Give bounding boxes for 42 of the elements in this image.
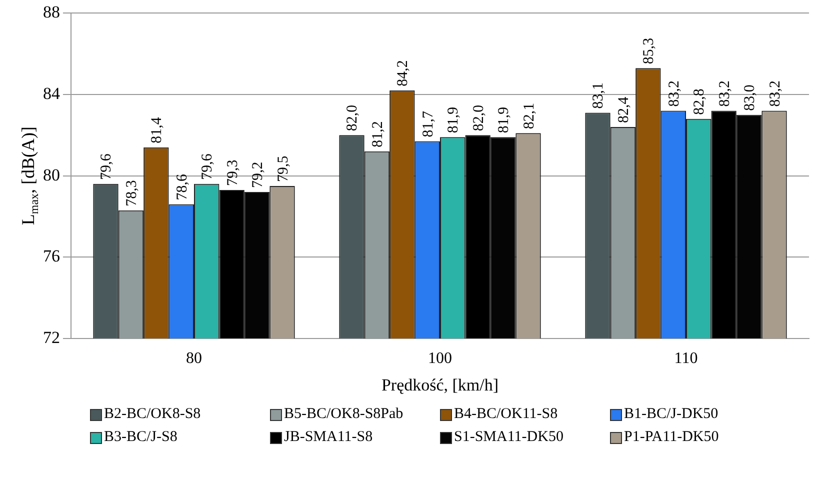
data-label: 81,4 — [149, 116, 166, 144]
y-tick-label: 84 — [43, 84, 60, 103]
data-label: 82,1 — [521, 102, 538, 130]
data-label: 79,6 — [200, 153, 216, 180]
data-label: 83,2 — [767, 80, 784, 107]
x-axis-title: Prędkość, [km/h] — [381, 375, 499, 394]
x-tick-label: 80 — [186, 350, 202, 368]
data-label: 81,9 — [446, 106, 462, 134]
legend-label: B1-BC/J-DK50 — [624, 406, 718, 423]
legend-label: P1-PA11-DK50 — [624, 429, 719, 446]
y-tick-label: 80 — [43, 165, 60, 184]
data-label: 81,9 — [496, 106, 512, 134]
data-label: 78,3 — [124, 180, 140, 206]
legend-label: S1-SMA11-DK50 — [454, 429, 564, 446]
data-label: 82,8 — [692, 88, 708, 115]
data-label: 82,0 — [470, 104, 487, 132]
data-label: 83,1 — [590, 82, 607, 109]
data-label: 83,0 — [742, 84, 758, 111]
data-label: 82,0 — [344, 104, 361, 132]
legend-label: B3-BC/J-S8 — [104, 429, 178, 446]
data-label: 81,7 — [420, 110, 436, 138]
legend-label: B5-BC/OK8-S8Pab — [284, 406, 404, 423]
data-label: 85,3 — [641, 38, 658, 64]
y-tick-label: 72 — [43, 328, 60, 347]
data-label: 82,4 — [616, 96, 632, 124]
data-label: 81,2 — [370, 121, 386, 148]
data-label: 79,5 — [275, 156, 292, 182]
y-tick-label: 88 — [43, 2, 60, 22]
y-tick-label: 76 — [43, 246, 60, 266]
data-label: 84,2 — [395, 60, 412, 86]
legend-label: B4-BC/OK11-S8 — [454, 406, 558, 423]
x-tick-label: 110 — [674, 350, 698, 368]
y-axis-title: Lmax, [dB(A)] — [18, 126, 41, 226]
data-label: 79,6 — [98, 153, 115, 180]
data-label: 83,2 — [666, 80, 682, 107]
x-tick-label: 100 — [428, 350, 452, 368]
legend-label: B2-BC/OK8-S8 — [104, 406, 201, 423]
data-label: 79,3 — [224, 160, 241, 186]
legend-label: JB-SMA11-S8 — [284, 429, 373, 446]
data-label: 79,2 — [250, 162, 266, 188]
data-label: 83,2 — [716, 80, 733, 107]
data-label: 78,6 — [174, 174, 190, 200]
